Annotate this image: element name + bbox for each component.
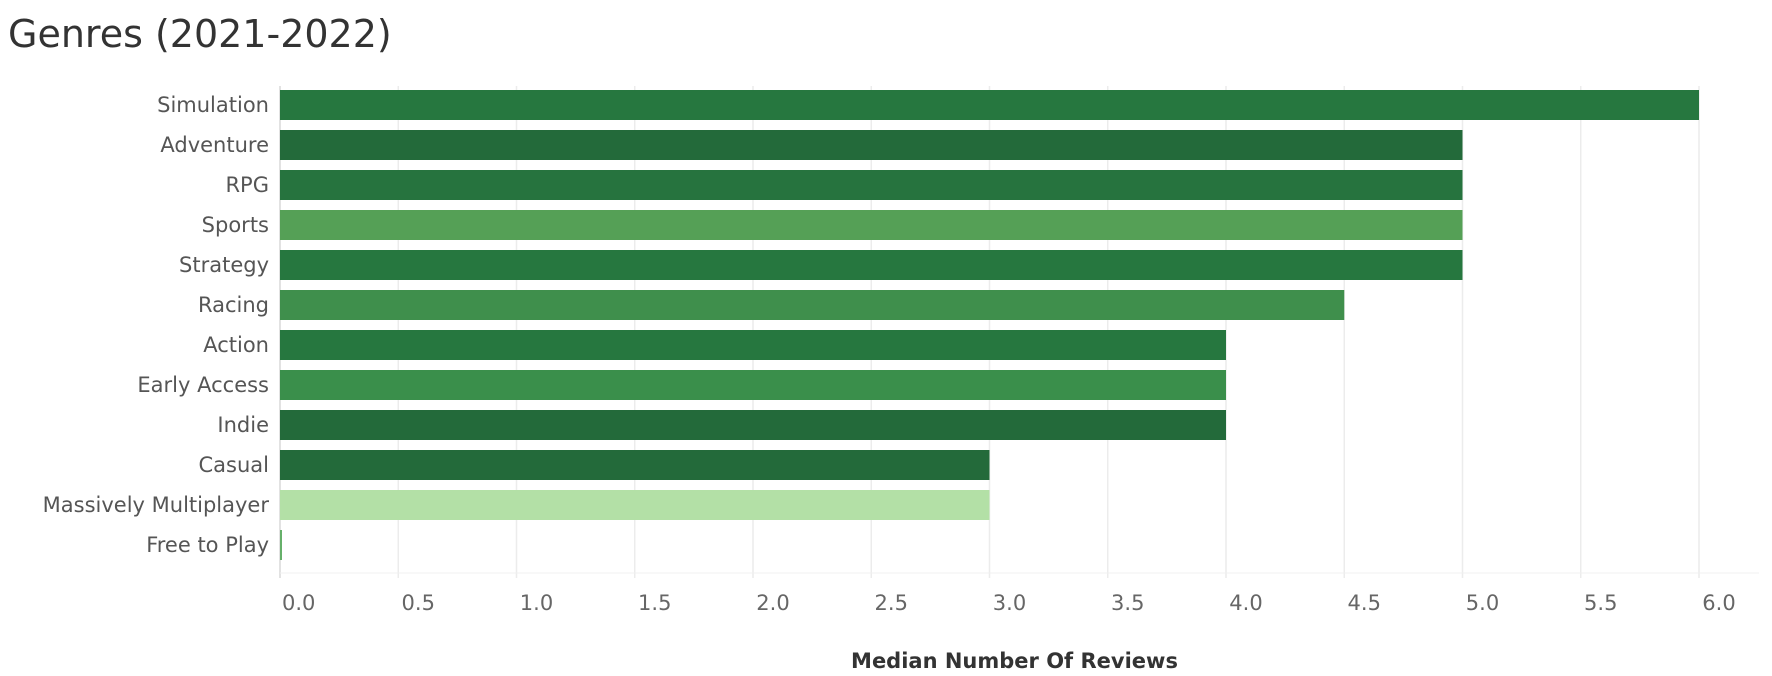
x-tick-labels: 0.0 0.5 1.0 1.5 2.0 2.5 3.0 3.5 4.0 4.5 5.0 5.5 6.0 [282,591,1736,615]
x-tick-label: 5.5 [1584,591,1617,615]
x-tick-label: 0.5 [402,591,435,615]
bar-casual[interactable] [280,450,990,480]
category-label: RPG [225,173,269,197]
bar-rpg[interactable] [280,170,1463,200]
category-label: Early Access [137,373,269,397]
category-label: Massively Multiplayer [43,493,270,517]
category-label: Strategy [179,253,269,277]
chart-title: Genres (2021-2022) [8,12,392,56]
bar-racing[interactable] [280,290,1345,320]
x-tick-label: 3.0 [993,591,1026,615]
category-label: Action [203,333,269,357]
x-tick-label: 4.0 [1229,591,1262,615]
category-label: Free to Play [146,533,269,557]
x-tick-label: 2.5 [875,591,908,615]
bars [280,90,1699,560]
category-labels: Simulation Adventure RPG Sports Strategy Raci… [43,93,270,557]
category-label: Adventure [160,133,269,157]
category-label: Casual [199,453,270,477]
category-label: Simulation [157,93,269,117]
bar-adventure[interactable] [280,130,1463,160]
category-label: Racing [198,293,269,317]
x-tick-label: 1.5 [638,591,671,615]
bar-strategy[interactable] [280,250,1463,280]
x-tick-label: 2.0 [756,591,789,615]
bar-action[interactable] [280,330,1226,360]
bar-simulation[interactable] [280,90,1699,120]
x-tick-label: 5.0 [1466,591,1499,615]
bar-free-to-play[interactable] [280,530,282,560]
x-tick-label: 0.0 [282,591,315,615]
bar-indie[interactable] [280,410,1226,440]
bar-massively-multiplayer[interactable] [280,490,990,520]
bar-early-access[interactable] [280,370,1226,400]
x-tick-label: 1.0 [520,591,553,615]
category-label: Indie [217,413,269,437]
x-tick-label: 3.5 [1111,591,1144,615]
category-label: Sports [202,213,269,237]
x-tick-label: 6.0 [1702,591,1735,615]
x-tick-label: 4.5 [1348,591,1381,615]
bar-sports[interactable] [280,210,1463,240]
x-axis-title: Median Number Of Reviews [851,649,1178,673]
